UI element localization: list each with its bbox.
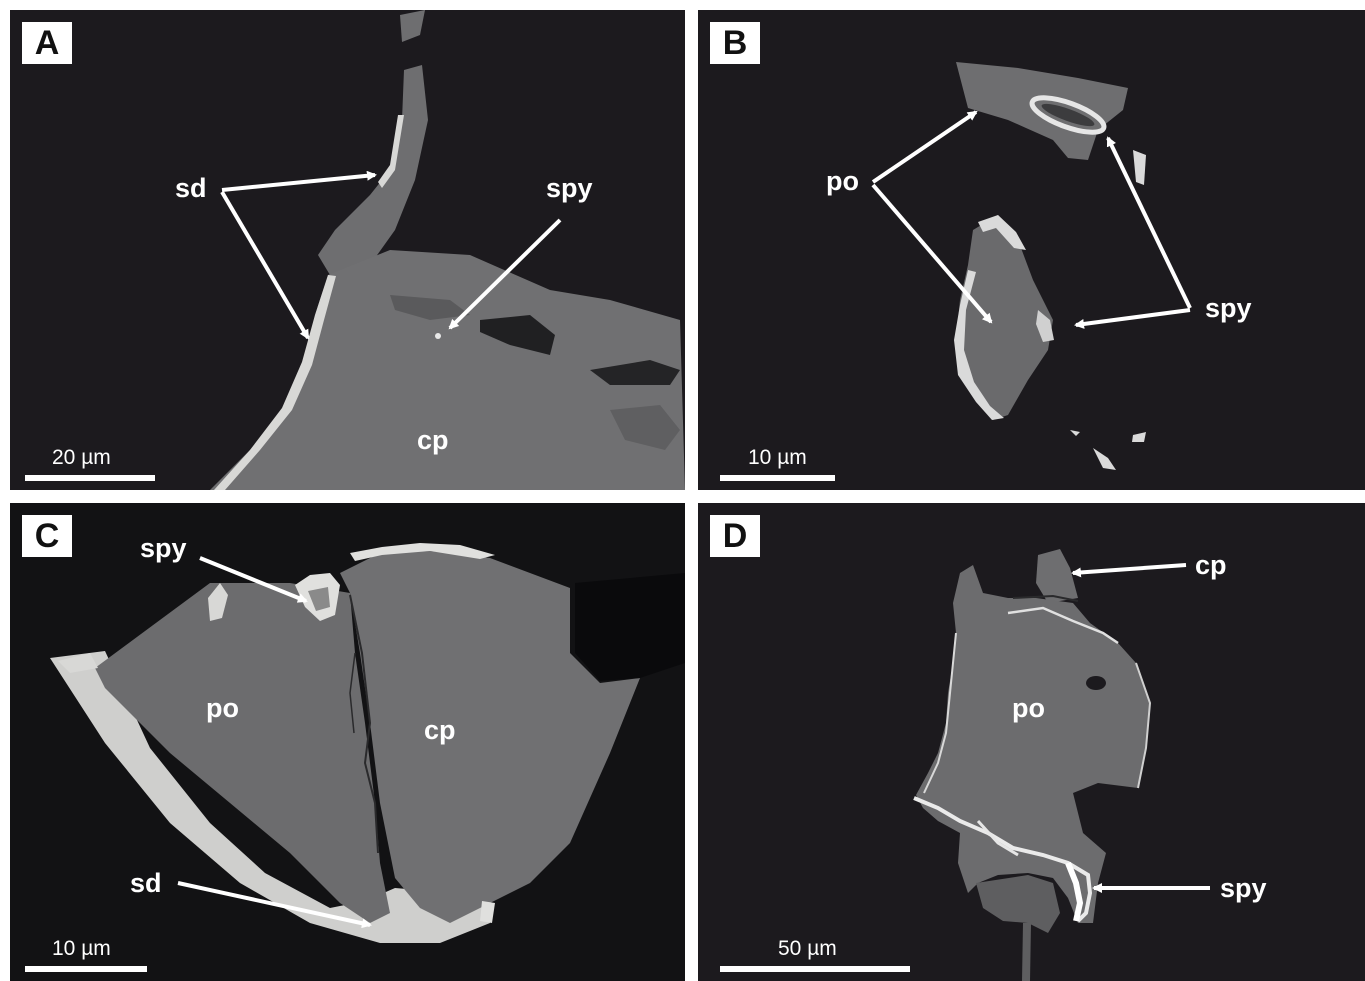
scale-bar bbox=[25, 475, 155, 481]
grain-vertical bbox=[318, 65, 428, 275]
grain-cp bbox=[1036, 549, 1078, 603]
label-spy: spy bbox=[1220, 873, 1267, 903]
panel-a-micrograph bbox=[10, 10, 685, 490]
scale-bar-label: 50 µm bbox=[778, 937, 837, 961]
sd-patch bbox=[480, 901, 495, 923]
grain-fragment bbox=[400, 10, 425, 42]
panel-b: B po spy 10 µm bbox=[698, 10, 1365, 490]
spy-speck bbox=[435, 333, 441, 339]
grain-lower bbox=[976, 875, 1060, 933]
panel-d-micrograph bbox=[698, 503, 1365, 981]
panel-b-micrograph bbox=[698, 10, 1365, 490]
label-sd: sd bbox=[175, 173, 207, 203]
scale-bar bbox=[720, 475, 835, 481]
arrow-cp bbox=[1073, 565, 1186, 573]
label-po: po bbox=[206, 693, 239, 723]
dark-hole bbox=[1086, 676, 1106, 690]
arrow-spy-upper bbox=[1108, 138, 1190, 308]
panel-b-letter: B bbox=[710, 22, 760, 64]
grain-po-upper bbox=[956, 62, 1128, 160]
panel-c: C spy po cp sd 10 µm bbox=[10, 503, 685, 981]
arrow-sd-upper bbox=[222, 175, 375, 190]
label-cp: cp bbox=[1195, 550, 1227, 580]
dark-region bbox=[575, 573, 685, 681]
label-spy: spy bbox=[1205, 293, 1252, 323]
scale-bar bbox=[720, 966, 910, 972]
label-po: po bbox=[1012, 693, 1045, 723]
label-sd: sd bbox=[130, 868, 162, 898]
arrow-po-upper bbox=[873, 112, 976, 182]
grain-po bbox=[916, 565, 1150, 923]
panel-c-micrograph bbox=[10, 503, 685, 981]
spy-fragment bbox=[1133, 150, 1146, 185]
panel-c-letter: C bbox=[22, 515, 72, 557]
spy-fragment bbox=[1070, 430, 1080, 436]
scale-bar bbox=[25, 966, 147, 972]
scale-bar-label: 10 µm bbox=[52, 937, 111, 961]
scale-bar-label: 20 µm bbox=[52, 446, 111, 470]
label-cp: cp bbox=[424, 715, 456, 745]
label-po: po bbox=[826, 166, 859, 196]
spy-fragment bbox=[1132, 432, 1146, 442]
label-spy: spy bbox=[140, 533, 187, 563]
arrow-spy-lower bbox=[1076, 310, 1190, 325]
label-spy: spy bbox=[546, 173, 593, 203]
panel-d: D cp po spy 50 µm bbox=[698, 503, 1365, 981]
panel-a-letter: A bbox=[22, 22, 72, 64]
grain-tail bbox=[1022, 923, 1031, 981]
spy-fragment bbox=[1093, 448, 1116, 470]
panel-d-letter: D bbox=[710, 515, 760, 557]
arrow-sd-lower bbox=[222, 192, 308, 338]
label-cp: cp bbox=[417, 425, 449, 455]
scale-bar-label: 10 µm bbox=[748, 446, 807, 470]
panel-a: A sd spy cp 20 µm bbox=[10, 10, 685, 490]
